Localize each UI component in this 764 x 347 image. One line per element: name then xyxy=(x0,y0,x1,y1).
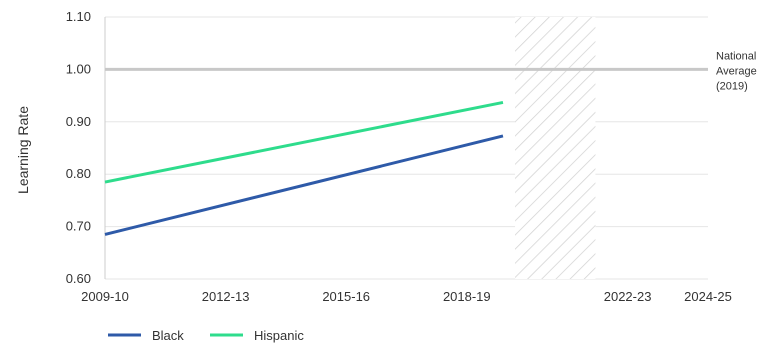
x-tick-label: 2012-13 xyxy=(202,289,250,304)
y-axis-title: Learning Rate xyxy=(15,106,31,194)
national-average-reference: National Average (2019) xyxy=(105,50,757,92)
series-line-hispanic xyxy=(105,102,503,182)
y-tick-label: 0.60 xyxy=(66,271,91,286)
reference-label-line: (2019) xyxy=(716,80,748,92)
series-line-black xyxy=(105,136,503,235)
y-tick-label: 0.80 xyxy=(66,166,91,181)
legend-label-hispanic: Hispanic xyxy=(254,328,304,343)
y-tick-label: 1.10 xyxy=(66,9,91,24)
x-tick-label: 2024-25 xyxy=(684,289,732,304)
reference-label-line: National xyxy=(716,50,756,62)
x-axis-ticks: 2009-10 2012-13 2015-16 2018-19 2022-23 2024-… xyxy=(81,289,732,304)
hatched-projection-region xyxy=(515,17,595,279)
x-tick-label: 2018-19 xyxy=(443,289,491,304)
reference-label-line: Average xyxy=(716,65,757,77)
y-tick-label: 1.00 xyxy=(66,61,91,76)
y-tick-label: 0.70 xyxy=(66,219,91,234)
reference-label: National Average (2019) xyxy=(716,50,757,92)
x-tick-label: 2009-10 xyxy=(81,289,129,304)
legend-label-black: Black xyxy=(152,328,184,343)
x-tick-label: 2022-23 xyxy=(604,289,652,304)
y-tick-label: 0.90 xyxy=(66,114,91,129)
x-tick-label: 2015-16 xyxy=(322,289,370,304)
grid-lines xyxy=(105,17,708,279)
legend: Black Hispanic xyxy=(108,328,304,343)
y-axis-ticks: 0.60 0.70 0.80 0.90 1.00 1.10 xyxy=(66,9,91,286)
hatched-region xyxy=(515,17,595,279)
